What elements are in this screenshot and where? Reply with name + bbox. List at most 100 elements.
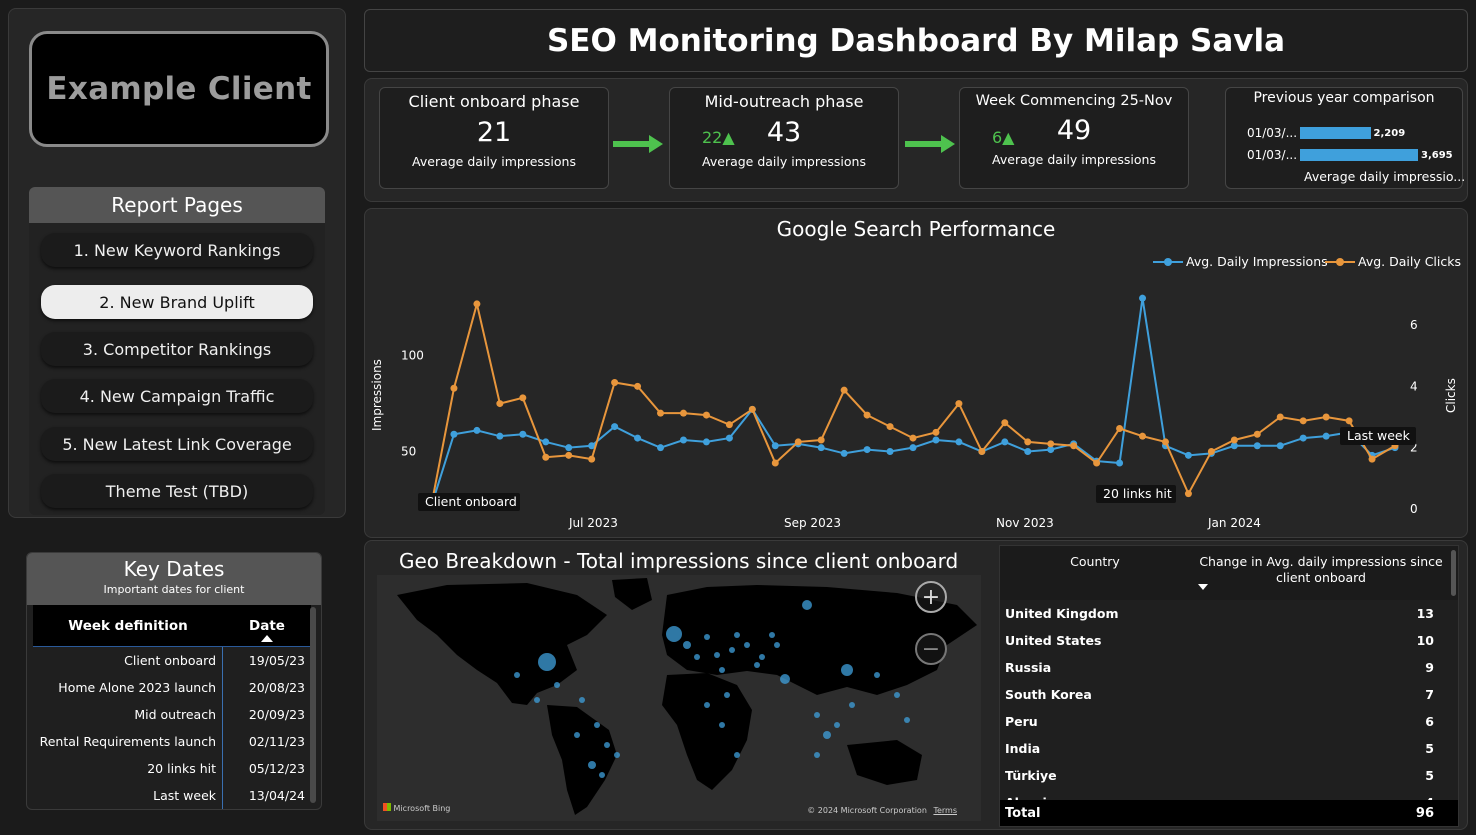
bar-label: 01/03/... [1246,148,1298,162]
zoom-out-button[interactable]: − [915,633,947,665]
country-table-scrollbar[interactable] [1451,550,1456,596]
map-bubble [744,642,750,648]
column-header-date[interactable]: Date [223,605,311,646]
column-header-week-definition[interactable]: Week definition [68,617,188,634]
data-point [1001,419,1009,427]
key-dates-scrollbar[interactable] [310,607,316,803]
kpi-delta-badge: 22▲ [702,128,735,147]
value-cell: 6 [1425,714,1434,729]
data-point [955,438,963,446]
table-row: United Kingdom 13 [1000,600,1458,627]
kpi-label: Week Commencing 25-Nov [975,93,1173,109]
annotation-20-links-hit-bg [1096,485,1176,503]
world-map-canvas[interactable] [377,575,981,821]
data-point [771,442,779,450]
search-performance-chart: 50 100 Impressions 0 2 4 6 Clicks Jul 2023 Sep 20… [364,208,1468,538]
zoom-in-button[interactable]: + [915,581,947,613]
data-point [1276,442,1284,450]
world-map[interactable]: + − Microsoft Bing © 2024 Microsoft Corp… [377,575,981,821]
data-point [634,434,642,442]
data-point [771,459,779,467]
date-cell: 05/12/23 [248,761,305,776]
map-bubble [704,702,710,708]
sort-ascending-icon [261,635,273,642]
kpi-row: Client onboard phase 21 Average daily im… [364,78,1468,202]
value-cell: 5 [1425,741,1434,756]
map-bubble [734,752,740,758]
data-point [1299,434,1307,442]
data-point [657,444,665,452]
nav-button-brand-uplift[interactable]: 2. New Brand Uplift [41,285,313,319]
value-cell: 7 [1425,687,1434,702]
map-bubble [734,632,740,638]
kpi-subtitle: Average daily impressions [412,154,576,169]
dashboard-title-bar: SEO Monitoring Dashboard By Milap Savla [364,9,1468,72]
table-row: 20 links hit 05/12/23 [33,755,311,782]
series-line-impressions [430,298,1396,508]
nav-button-keyword-rankings[interactable]: 1. New Keyword Rankings [41,233,313,267]
previous-year-title: Previous year comparison [1253,90,1435,106]
week-definition-cell: Home Alone 2023 launch [33,674,223,701]
data-point [840,449,848,457]
total-label: Total [1005,805,1041,821]
legend-label: Avg. Daily Clicks [1358,254,1461,269]
terms-link[interactable]: Terms [933,806,957,815]
kpi-subtitle: Average daily impressions [702,154,866,169]
data-point [978,448,986,455]
data-point [909,444,917,452]
date-cell: 02/11/23 [248,734,305,749]
nav-button-competitor-rankings[interactable]: 3. Competitor Rankings [41,332,313,366]
dashboard-title: SEO Monitoring Dashboard By Milap Savla [546,22,1286,59]
map-bubble [769,632,775,638]
data-point [611,423,619,431]
land-mass [847,740,922,785]
nav-button-theme-test[interactable]: Theme Test (TBD) [41,474,313,508]
nav-button-link-coverage[interactable]: 5. New Latest Link Coverage [41,427,313,461]
report-pages-title: Report Pages [29,187,325,223]
microsoft-logo-icon [383,803,391,811]
column-header-change-label: Change in Avg. daily impressions since c… [1199,554,1443,585]
date-cell: 19/05/23 [248,653,305,668]
line-chart-canvas[interactable]: 50 100 Impressions 0 2 4 6 Clicks Jul 2023 Sep 20… [365,209,1469,539]
nav-button-campaign-traffic[interactable]: 4. New Campaign Traffic [41,379,313,413]
date-cell: 13/04/24 [248,788,305,803]
column-header-change[interactable]: Change in Avg. daily impressions since c… [1190,546,1452,600]
comparison-bar [1300,127,1371,139]
arrow-right-icon [905,135,957,153]
column-header-date-label: Date [249,617,285,634]
country-cell: Türkiye [1005,768,1057,783]
data-point [1070,442,1078,450]
legend-marker [1336,258,1344,266]
data-point [863,446,871,454]
y-axis-label-right: Clicks [1444,378,1458,413]
map-bubble [704,634,710,640]
data-point [679,436,687,444]
column-header-country[interactable]: Country [1070,554,1120,569]
key-dates-subtitle: Important dates for client [103,583,245,596]
table-row: Peru 6 [1000,708,1458,735]
data-point [1276,413,1284,421]
data-point [1230,436,1238,444]
kpi-subtitle: Average daily impressions [992,152,1156,167]
map-bubble [534,697,540,703]
data-point [542,438,550,446]
map-bubble [514,672,520,678]
data-point [725,421,733,429]
bar-value: 2,209 [1373,127,1406,139]
map-bubble [554,682,560,688]
data-point [886,423,894,431]
series-line-clicks [430,303,1396,508]
data-point [909,434,917,442]
land-mass [662,673,752,790]
land-mass [547,705,617,815]
data-point [1322,413,1330,421]
y-axis-tick-label-right: 4 [1410,379,1418,393]
week-definition-cell: 20 links hit [33,755,223,782]
week-definition-cell: Mid outreach [33,701,223,728]
data-point [932,428,940,436]
kpi-label: Client onboard phase [408,92,580,111]
left-sidebar: Example Client Report Pages 1. New Keywo… [8,8,346,518]
country-table-total-row: Total 96 [1000,800,1458,826]
data-point [1230,442,1238,450]
date-cell: 20/09/23 [248,707,305,722]
